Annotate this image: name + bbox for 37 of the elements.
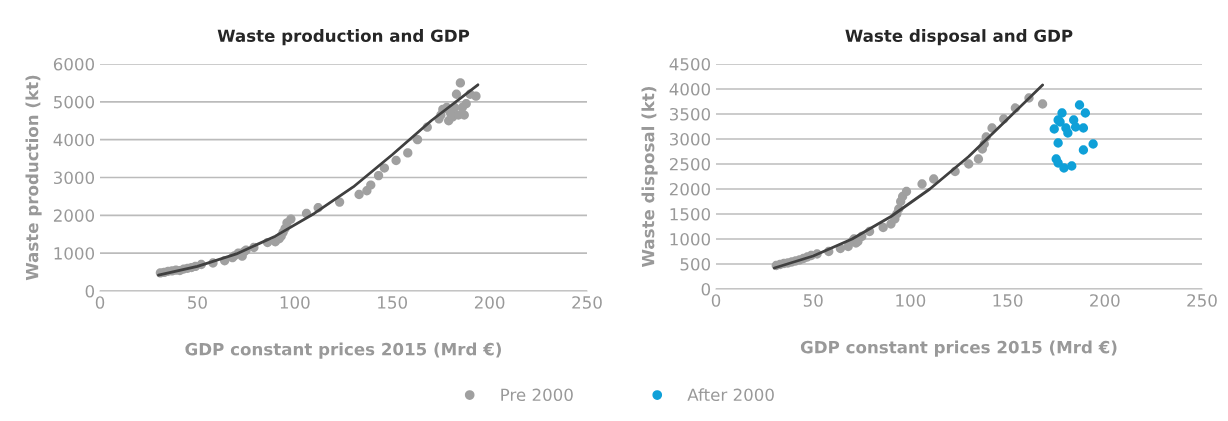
legend-label: After 2000 xyxy=(687,388,774,402)
x-tick-label: 0 xyxy=(711,294,721,307)
y-tick-label: 2000 xyxy=(53,209,95,222)
x-tick-label: 200 xyxy=(474,296,505,309)
y-tick-label: 1500 xyxy=(670,207,711,221)
x-tick-label: 150 xyxy=(993,294,1023,307)
y-tick-label: 3000 xyxy=(669,132,711,146)
x-tick-label: 150 xyxy=(378,296,407,309)
y-tick-label: 1000 xyxy=(54,247,95,260)
y-tick-label: 1000 xyxy=(670,232,711,246)
y-axis-title: Waste disposal (kt) xyxy=(641,86,658,267)
y-tick-label: 4000 xyxy=(669,82,711,96)
y-tick-label: 3000 xyxy=(53,171,95,185)
x-tick-label: 50 xyxy=(188,296,207,309)
chart-title: Waste disposal and GDP xyxy=(845,29,1073,46)
y-tick-label: 4000 xyxy=(53,133,95,147)
y-axis-title: Waste production (kt) xyxy=(25,75,42,281)
y-tick-label: 0 xyxy=(85,284,95,298)
chart-title: Waste production and GDP xyxy=(217,29,470,46)
x-tick-label: 250 xyxy=(572,296,602,309)
y-tick-label: 5000 xyxy=(54,95,95,109)
x-tick-label: 50 xyxy=(803,294,823,307)
x-tick-label: 100 xyxy=(896,294,926,307)
y-tick-label: 4500 xyxy=(669,57,711,71)
legend-label: Pre 2000 xyxy=(501,388,573,402)
x-tick-label: 200 xyxy=(1090,294,1120,307)
y-tick-label: 3500 xyxy=(669,107,711,121)
y-tick-label: 500 xyxy=(680,257,711,271)
y-tick-label: 2500 xyxy=(669,157,711,171)
x-tick-label: 0 xyxy=(95,296,105,309)
x-axis-title: GDP constant prices 2015 (Mrd €) xyxy=(185,342,501,359)
x-axis-title: GDP constant prices 2015 (Mrd €) xyxy=(800,340,1117,357)
y-tick-label: 6000 xyxy=(53,57,95,71)
y-tick-label: 2000 xyxy=(669,182,711,196)
y-tick-label: 0 xyxy=(701,282,711,296)
x-tick-label: 100 xyxy=(280,296,310,309)
x-tick-label: 250 xyxy=(1187,294,1217,307)
